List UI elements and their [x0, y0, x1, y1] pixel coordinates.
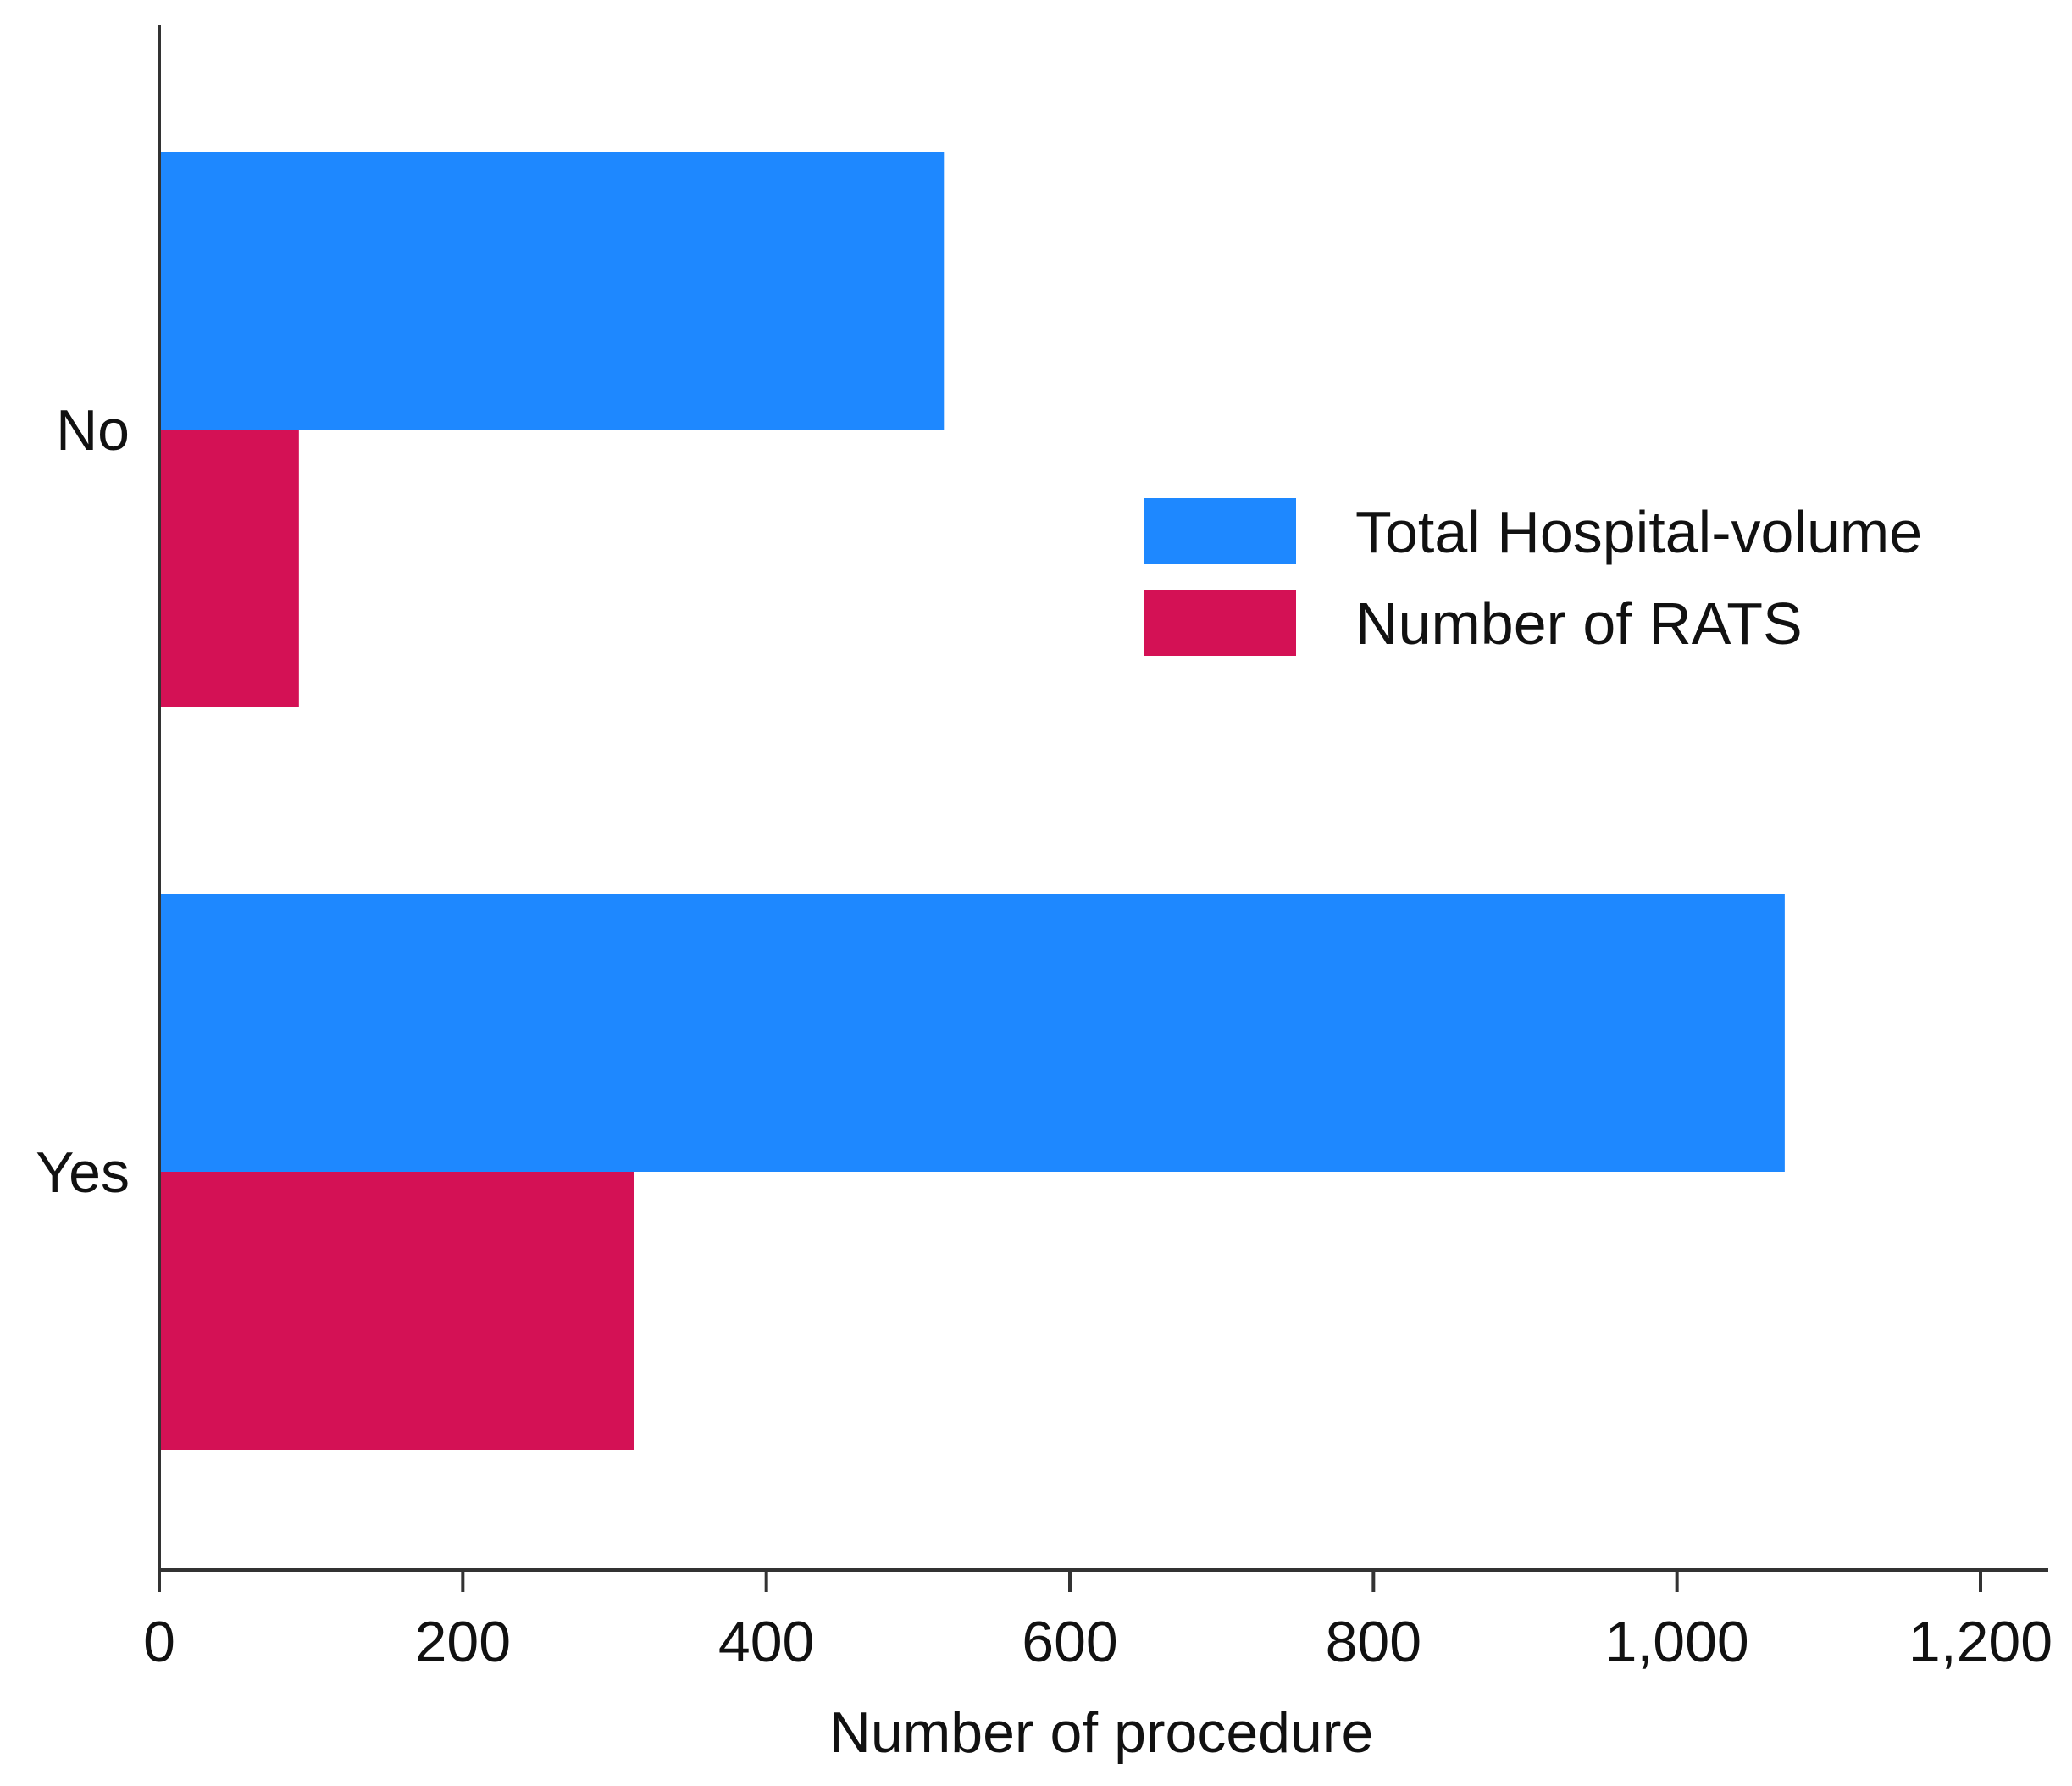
legend: Total Hospital-volume Number of RATS	[1144, 498, 1922, 657]
x-tick-label: 800	[1326, 1610, 1421, 1674]
x-tick-label: 1,000	[1605, 1610, 1749, 1674]
bars-group	[159, 152, 1785, 1450]
bar-no-number-of-rats	[159, 430, 299, 707]
x-axis-title: Number of procedure	[829, 1700, 1374, 1765]
category-label: No	[56, 398, 130, 463]
x-tick-label: 200	[415, 1610, 511, 1674]
x-tick-label: 600	[1022, 1610, 1117, 1674]
x-tick-label: 400	[718, 1610, 814, 1674]
legend-label: Total Hospital-volume	[1355, 499, 1922, 565]
x-tick-label: 1,200	[1909, 1610, 2053, 1674]
axes-group	[158, 25, 2048, 1572]
legend-swatch-number-of-rats	[1144, 590, 1296, 656]
x-tick-label: 0	[143, 1610, 175, 1674]
category-label: Yes	[36, 1140, 130, 1205]
x-ticks-group: 0 200 400 600 800 1,000 1,200	[143, 1570, 2053, 1674]
bar-no-total-hospital-volume	[159, 152, 945, 430]
bar-yes-total-hospital-volume	[159, 894, 1785, 1172]
bar-yes-number-of-rats	[159, 1172, 634, 1450]
legend-swatch-total-hospital-volume	[1144, 498, 1296, 564]
category-labels-group: No Yes	[36, 398, 130, 1205]
legend-label: Number of RATS	[1355, 591, 1803, 657]
